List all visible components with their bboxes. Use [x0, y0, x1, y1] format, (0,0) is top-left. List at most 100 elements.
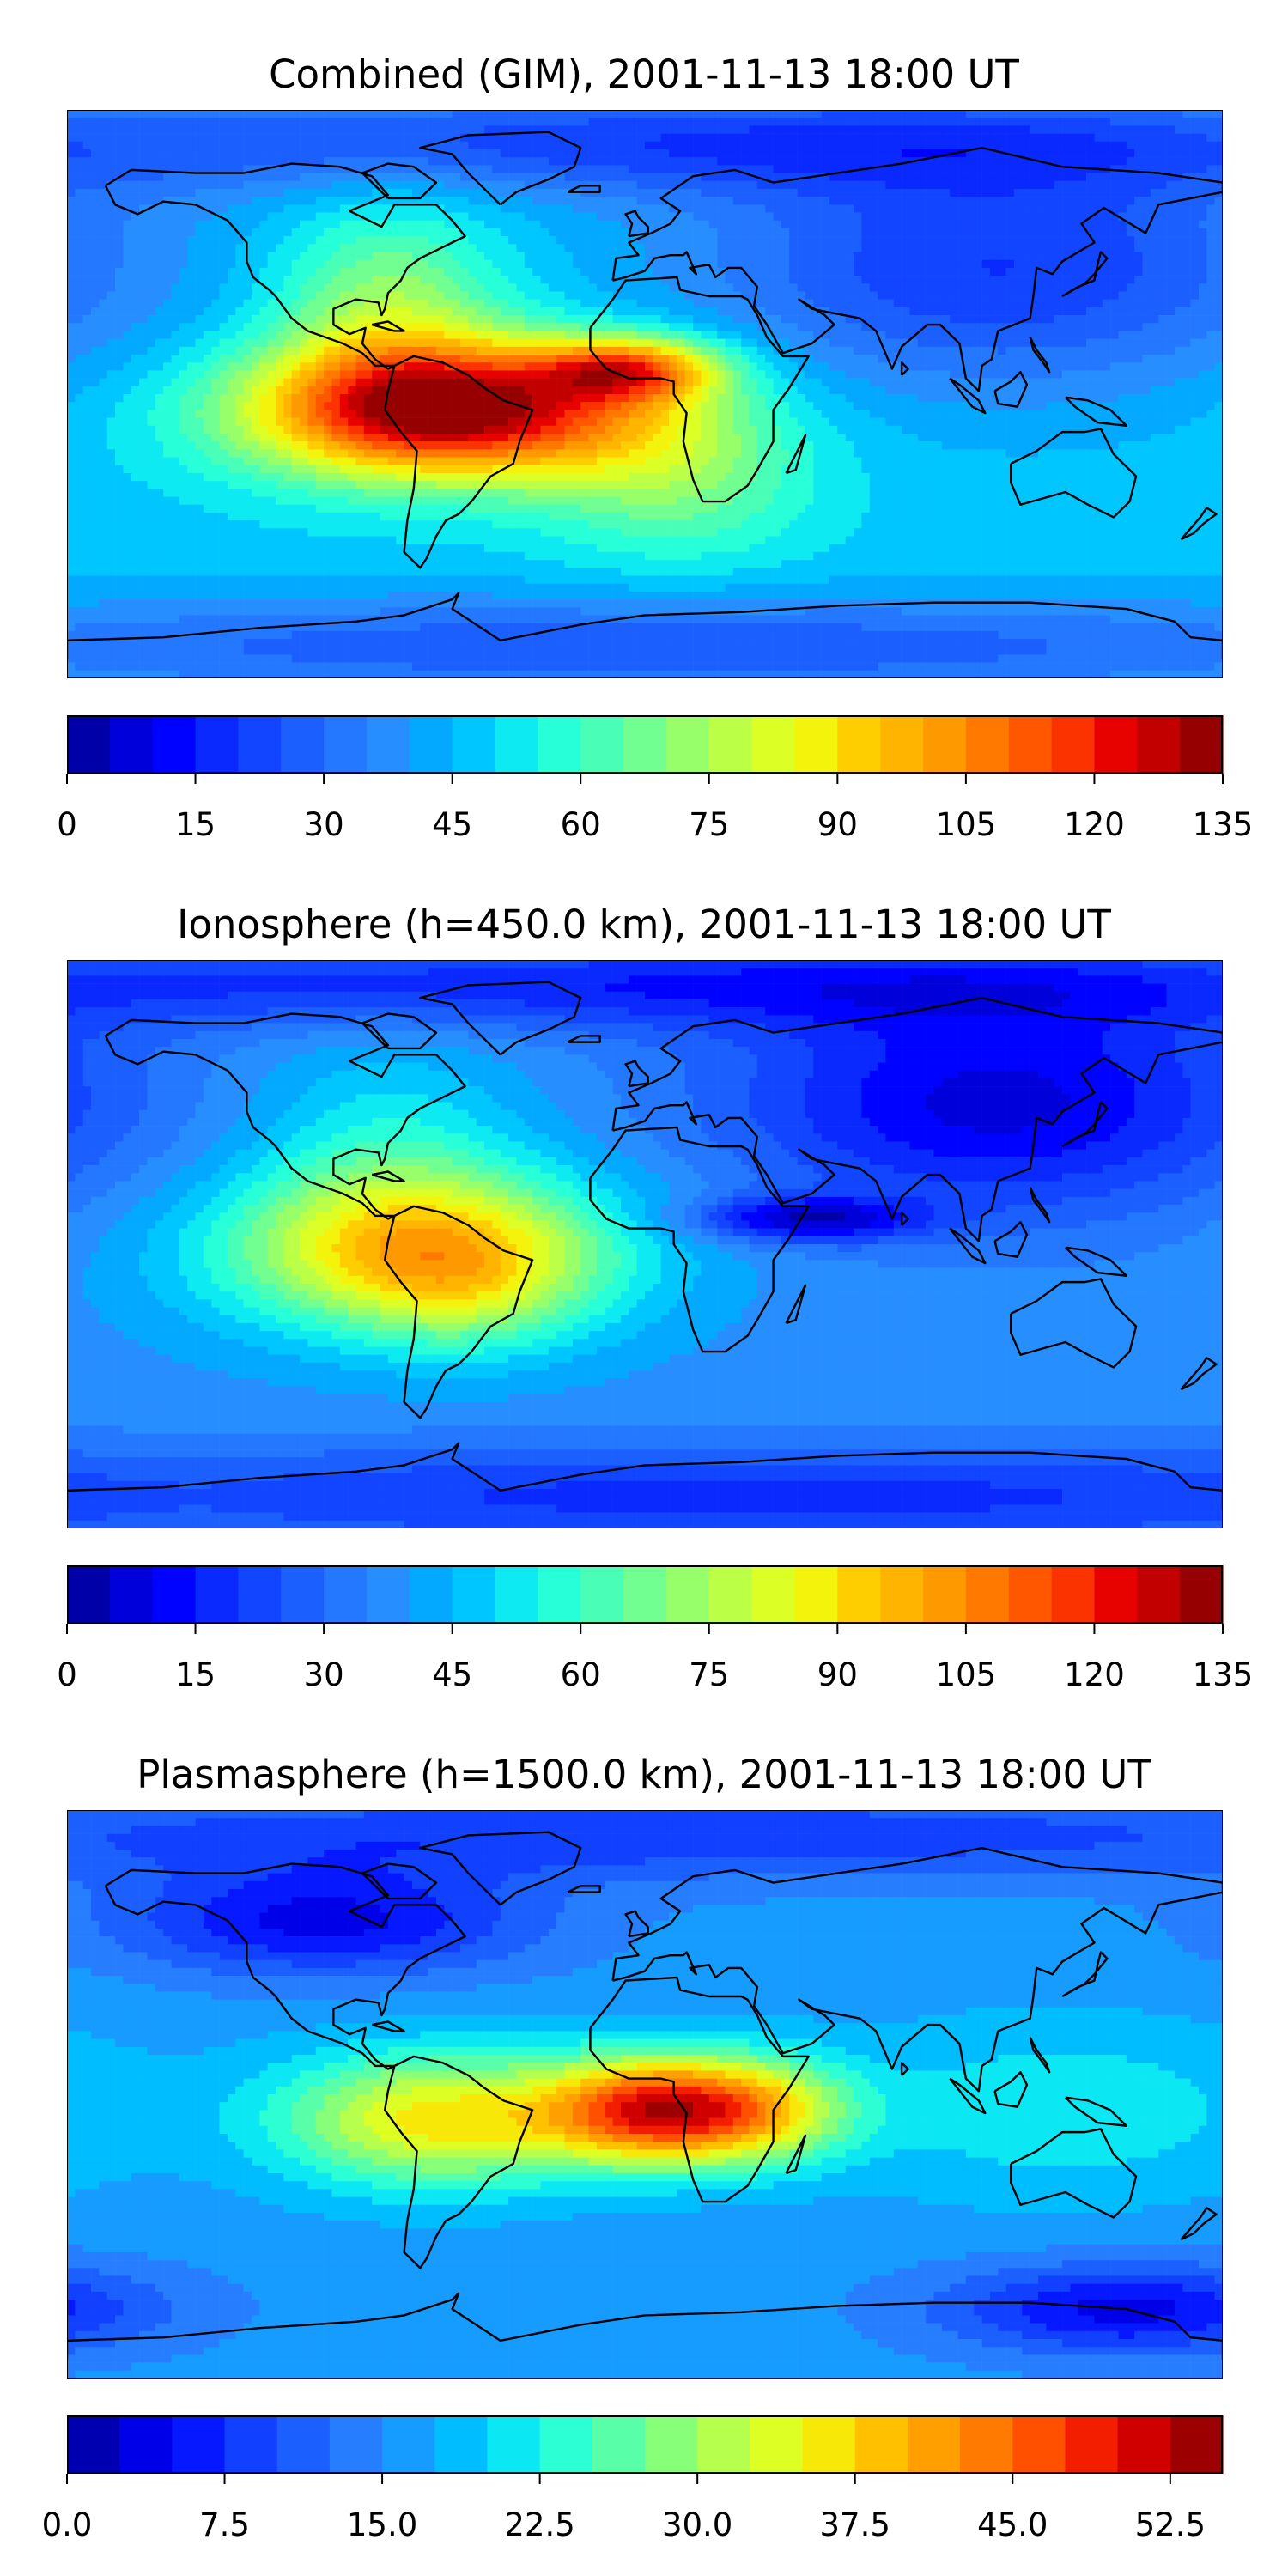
heatmap-cell: [171, 551, 180, 561]
heatmap-cell: [612, 630, 622, 640]
heatmap-cell: [605, 141, 613, 150]
heatmap-cell: [203, 647, 212, 655]
heatmap-cell: [123, 591, 132, 600]
heatmap-cell: [99, 386, 108, 395]
heatmap-cell: [82, 149, 92, 158]
heatmap-cell: [67, 362, 76, 371]
heatmap-cell: [492, 252, 501, 260]
heatmap-cell: [227, 307, 236, 316]
heatmap-cell: [444, 583, 453, 592]
heatmap-cell: [300, 568, 308, 576]
heatmap-cell: [564, 110, 574, 118]
heatmap-cell: [524, 276, 533, 284]
heatmap-cell: [420, 472, 428, 482]
heatmap-cell: [540, 331, 550, 339]
heatmap-cell: [411, 496, 421, 506]
heatmap-cell: [476, 204, 485, 213]
heatmap-cell: [372, 583, 380, 592]
heatmap-cell: [219, 267, 228, 276]
heatmap-cell: [460, 149, 469, 158]
heatmap-cell: [435, 457, 445, 466]
heatmap-cell: [452, 331, 461, 339]
heatmap-cell: [476, 228, 485, 237]
heatmap-cell: [372, 425, 380, 434]
heatmap-cell: [187, 188, 196, 197]
heatmap-cell: [516, 607, 526, 616]
heatmap-cell: [540, 568, 550, 576]
heatmap-cell: [155, 259, 164, 269]
heatmap-cell: [171, 639, 180, 647]
heatmap-cell: [428, 212, 437, 222]
heatmap-cell: [612, 236, 622, 245]
heatmap-cell: [75, 338, 83, 348]
heatmap-cell: [363, 528, 373, 537]
heatmap-cell: [324, 283, 332, 292]
heatmap-cell: [155, 370, 164, 379]
heatmap-cell: [564, 291, 574, 300]
heatmap-cell: [404, 615, 413, 623]
heatmap-cell: [476, 362, 485, 371]
heatmap-cell: [348, 204, 356, 213]
heatmap-cell: [219, 551, 228, 561]
heatmap-cell: [259, 157, 268, 166]
heatmap-cell: [411, 259, 421, 269]
heatmap-cell: [492, 236, 501, 245]
heatmap-cell: [131, 536, 140, 544]
heatmap-cell: [339, 615, 349, 623]
heatmap-cell: [612, 267, 622, 276]
heatmap-cell: [387, 433, 397, 442]
heatmap-cell: [243, 599, 252, 608]
heatmap-cell: [283, 276, 293, 284]
heatmap-cell: [387, 528, 397, 537]
heatmap-cell: [580, 315, 589, 324]
heatmap-cell: [556, 118, 565, 126]
heatmap-cell: [219, 607, 228, 616]
heatmap-cell: [588, 394, 598, 403]
heatmap-cell: [179, 394, 188, 403]
heatmap-cell: [259, 481, 268, 489]
heatmap-cell: [75, 654, 83, 663]
heatmap-cell: [476, 630, 485, 640]
heatmap-cell: [91, 560, 100, 568]
heatmap-cell: [468, 133, 477, 143]
heatmap-cell: [235, 410, 244, 418]
heatmap-cell: [396, 441, 404, 450]
heatmap-cell: [331, 568, 341, 576]
heatmap-cell: [484, 276, 493, 284]
heatmap-cell: [75, 560, 83, 568]
heatmap-cell: [211, 346, 220, 355]
heatmap-cell: [556, 125, 565, 134]
heatmap-cell: [500, 670, 509, 678]
heatmap-cell: [387, 536, 397, 544]
heatmap-cell: [508, 180, 517, 190]
heatmap-cell: [283, 355, 293, 363]
heatmap-cell: [99, 110, 108, 118]
heatmap-cell: [203, 362, 212, 371]
heatmap-cell: [307, 599, 317, 608]
heatmap-cell: [508, 402, 517, 410]
heatmap-cell: [348, 623, 356, 632]
heatmap-cell: [276, 662, 284, 671]
heatmap-cell: [67, 449, 76, 458]
heatmap-cell: [524, 496, 533, 506]
heatmap-cell: [444, 520, 453, 529]
heatmap-cell: [211, 568, 220, 576]
heatmap-cell: [115, 212, 124, 222]
heatmap-cell: [259, 615, 268, 623]
heatmap-cell: [195, 662, 204, 671]
heatmap-cell: [179, 173, 188, 182]
heatmap-cell: [106, 615, 116, 623]
heatmap-cell: [363, 544, 373, 553]
heatmap-cell: [276, 236, 284, 245]
heatmap-cell: [605, 457, 613, 466]
heatmap-cell: [211, 355, 220, 363]
heatmap-cell: [580, 449, 589, 458]
heatmap-cell: [307, 512, 317, 521]
heatmap-cell: [355, 465, 365, 474]
heatmap-cell: [203, 441, 212, 450]
heatmap-cell: [572, 441, 581, 450]
heatmap-cell: [283, 173, 293, 182]
heatmap-cell: [82, 244, 92, 252]
heatmap-cell: [187, 591, 196, 600]
heatmap-cell: [171, 504, 180, 513]
